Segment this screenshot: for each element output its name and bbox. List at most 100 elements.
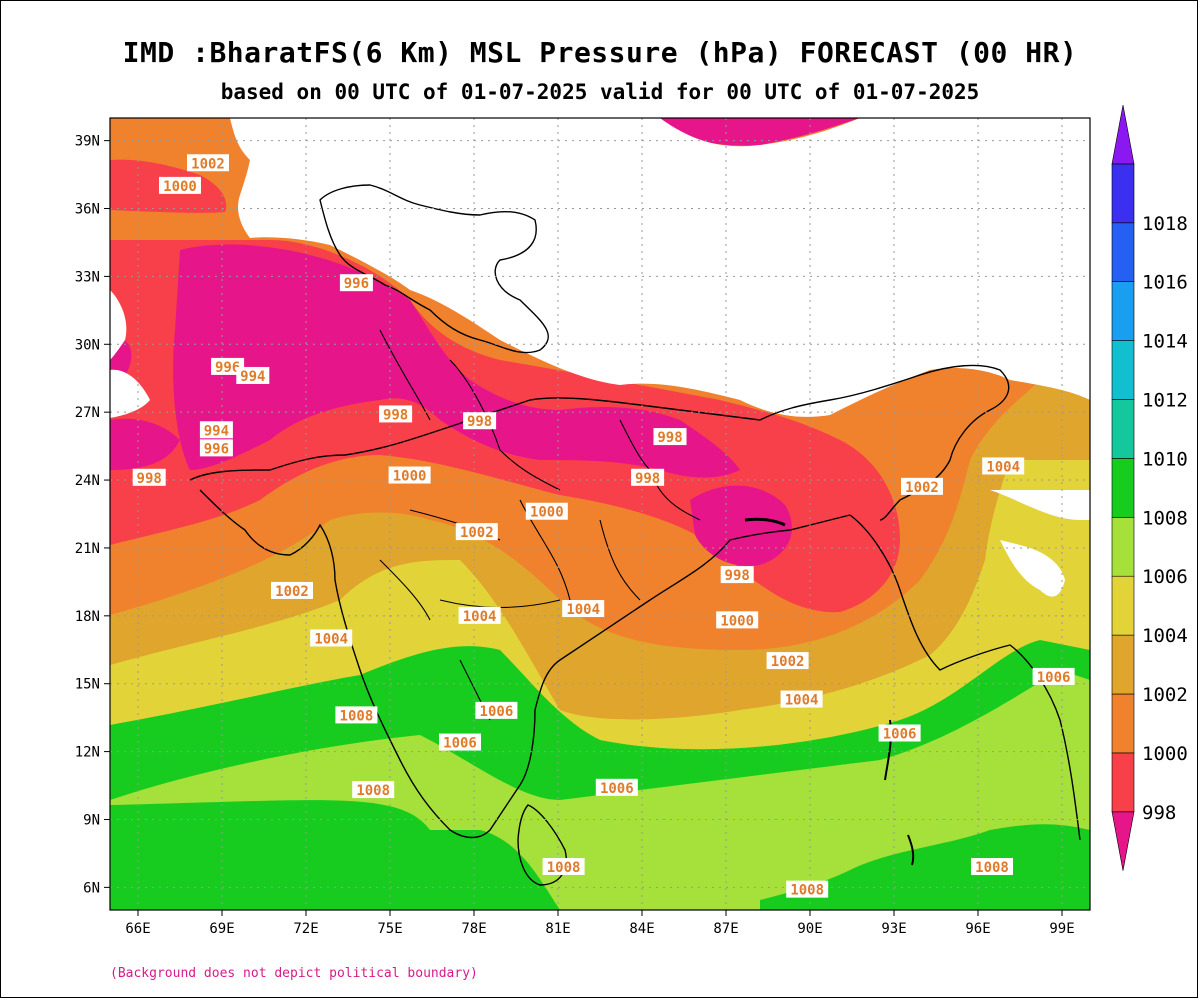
y-tick-label: 24N: [75, 473, 100, 489]
colorbar-swatch: [1111, 222, 1135, 283]
colorbar-label: 1006: [1142, 566, 1188, 588]
x-tick-label: 78E: [461, 921, 486, 937]
contour-label-bg: [463, 412, 497, 430]
colorbar-label: 1014: [1142, 331, 1188, 353]
contour-label: 1006: [883, 726, 917, 742]
contour-label: 1000: [163, 179, 197, 195]
colorbar-swatch: [1111, 516, 1135, 577]
contour-label: 1002: [191, 156, 225, 172]
contour-label-bg: [901, 477, 943, 495]
contour-label-bg: [236, 366, 270, 384]
colorbar-swatch: [1111, 575, 1135, 636]
contour-label: 994: [240, 369, 265, 385]
colorbar-swatch: [1111, 458, 1135, 518]
contour-label-bg: [352, 781, 395, 799]
contour-label-bg: [159, 176, 201, 194]
y-tick-label: 33N: [75, 269, 100, 285]
colorbar-label: 1002: [1142, 684, 1188, 706]
contour-label: 998: [725, 568, 750, 584]
contour-label: 998: [467, 414, 492, 430]
y-tick-label: 12N: [75, 745, 100, 761]
colorbar-label: 1012: [1142, 390, 1188, 412]
y-tick-label: 6N: [83, 880, 100, 896]
y-tick-label: 9N: [83, 812, 100, 828]
contour-label: 1008: [547, 860, 581, 876]
contour-label-bg: [562, 600, 605, 618]
contour-label-bg: [595, 778, 638, 796]
colorbar-arrow-bottom: [1111, 811, 1135, 871]
colorbar-label: 1004: [1142, 625, 1188, 647]
contour-label: 994: [204, 423, 229, 439]
contour-label: 996: [204, 441, 229, 457]
contour-label: 998: [137, 471, 162, 487]
contour-label: 1004: [785, 693, 819, 709]
contour-label: 1008: [356, 783, 390, 799]
x-tick-label: 69E: [209, 921, 234, 937]
y-tick-label: 27N: [75, 405, 100, 421]
colorbar-swatch: [1111, 163, 1135, 224]
contour-label: 1006: [600, 781, 634, 797]
contour-label-bg: [653, 428, 687, 446]
contour-label: 996: [344, 276, 369, 292]
x-tick-label: 72E: [293, 921, 318, 937]
contour-label: 1002: [905, 480, 939, 496]
colorbar-swatch: [1111, 281, 1135, 341]
contour-label-bg: [542, 858, 585, 876]
x-tick-label: 99E: [1049, 921, 1074, 937]
contour-label: 1008: [790, 883, 824, 899]
contour-label-bg: [786, 880, 829, 898]
contour-label: 998: [657, 430, 682, 446]
y-tick-label: 18N: [75, 609, 100, 625]
contour-label: 1000: [393, 469, 427, 485]
colorbar-label: 1016: [1142, 272, 1188, 294]
contour-label-bg: [720, 566, 754, 584]
contour-label: 1004: [986, 459, 1020, 475]
contour-label: 1000: [530, 505, 564, 521]
x-tick-label: 84E: [629, 921, 654, 937]
contour-label-bg: [271, 581, 313, 599]
contour-label-bg: [1032, 667, 1075, 685]
colorbar-swatch: [1111, 340, 1135, 400]
x-tick-label: 93E: [881, 921, 906, 937]
contour-label-bg: [455, 523, 498, 541]
x-tick-label: 96E: [965, 921, 990, 937]
contour-label-bg: [310, 629, 353, 647]
colorbar-label: 1018: [1142, 213, 1188, 235]
x-tick-label: 87E: [713, 921, 738, 937]
contour-label-bg: [525, 502, 568, 520]
contour-label: 1006: [443, 736, 477, 752]
contour-label: 1004: [463, 609, 497, 625]
y-tick-label: 21N: [75, 541, 100, 557]
contour-label-bg: [878, 724, 921, 742]
y-tick-label: 36N: [75, 202, 100, 218]
x-tick-label: 90E: [797, 921, 822, 937]
contour-label-bg: [971, 858, 1013, 876]
footnote: (Background does not depict political bo…: [110, 966, 478, 981]
contour-label-bg: [458, 606, 501, 624]
colorbar-swatch: [1111, 752, 1135, 813]
colorbar: 998 1000 1002 1004 1006 1008 1010 1012 1014 1016 1…: [1111, 104, 1188, 871]
x-tick-label: 75E: [377, 921, 402, 937]
contour-label-bg: [211, 357, 245, 375]
contour-label: 1008: [975, 860, 1009, 876]
contour-label-bg: [335, 706, 378, 724]
contour-label-bg: [439, 733, 481, 751]
colorbar-swatch: [1111, 693, 1135, 754]
contour-label: 1004: [566, 602, 600, 618]
colorbar-label: 1010: [1142, 448, 1188, 470]
contour-label-bg: [766, 652, 809, 670]
contour-label-bg: [388, 466, 431, 484]
contour-label-bg: [631, 468, 665, 486]
x-tick-label: 81E: [545, 921, 570, 937]
contour-label: 1006: [480, 704, 514, 720]
contour-label-bg: [475, 701, 518, 719]
contour-label-bg: [132, 468, 166, 486]
contour-label-bg: [187, 154, 229, 172]
contour-label-bg: [780, 690, 823, 708]
contour-label-bg: [339, 274, 373, 292]
contour-label: 998: [635, 471, 660, 487]
contour-label: 1002: [771, 654, 805, 670]
colorbar-label: 998: [1142, 802, 1176, 824]
